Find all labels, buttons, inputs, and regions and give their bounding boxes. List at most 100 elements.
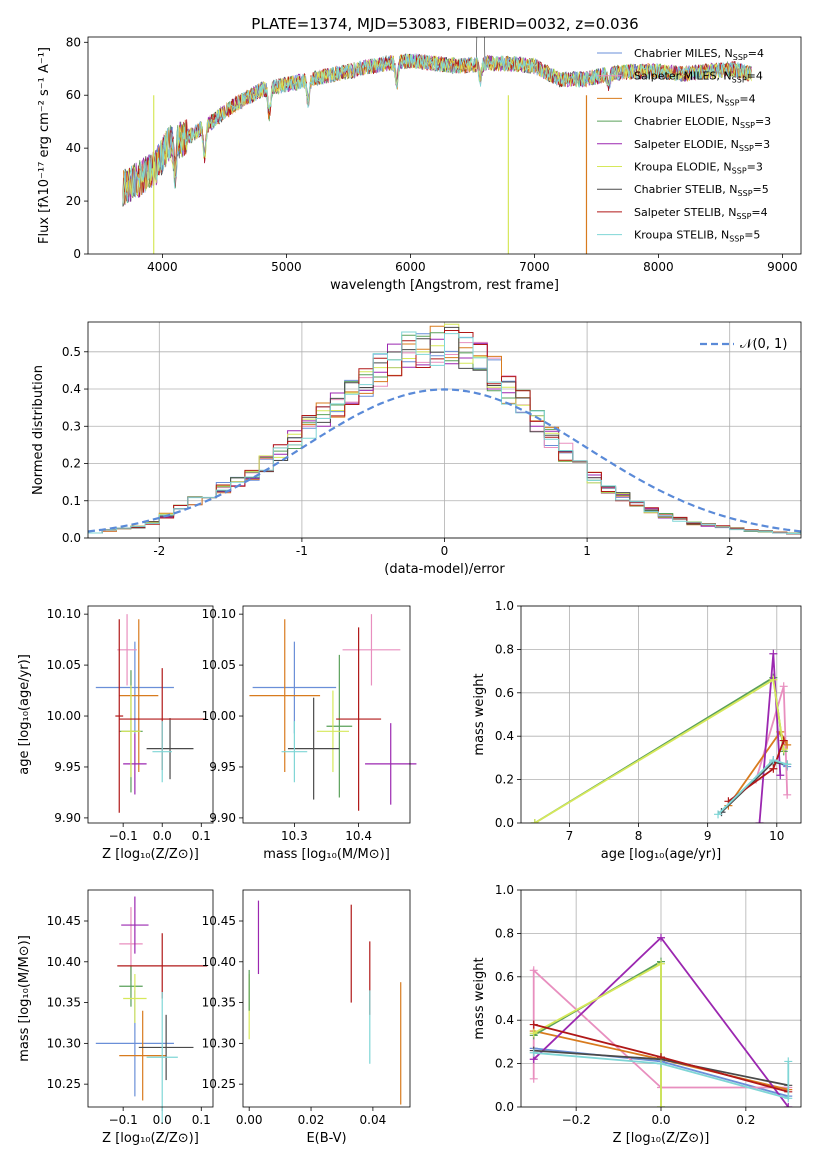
errorbar-point [365, 723, 417, 805]
weight-marker [776, 771, 785, 780]
y-tick-label: 0.4 [62, 382, 81, 396]
x-tick-label: 0.00 [236, 1113, 263, 1127]
weight-marker [784, 1094, 793, 1103]
y-tick-label: 10.35 [47, 996, 81, 1010]
y-tick-label: 9.95 [54, 760, 81, 774]
weight-marker [783, 760, 792, 769]
errorbar-point [123, 974, 147, 1023]
errorbar-point [115, 619, 124, 813]
x-axis-label: mass [log₁₀(M/M⊙)] [263, 847, 390, 862]
x-tick-label: 10.3 [281, 829, 308, 843]
axes-frame [520, 605, 802, 824]
x-tick-label: 0.0 [153, 829, 172, 843]
y-tick-label: 10.10 [47, 607, 81, 621]
y-tick-label: 40 [66, 141, 81, 155]
normal-curve-legend-label: 𝒩(0, 1) [740, 337, 787, 352]
errorbar-point [138, 1014, 194, 1081]
weight-marker [657, 933, 665, 942]
y-tick-label: 1.0 [495, 599, 514, 613]
weight-marker [529, 966, 538, 975]
legend-entry: Salpeter STELIB, NSSP=4 [634, 206, 768, 221]
spectrum-series-line [122, 53, 752, 207]
y-tick-label: 0.8 [495, 642, 514, 656]
weight-marker [657, 1059, 665, 1068]
legend-entry: Kroupa ELODIE, NSSP=3 [634, 161, 763, 176]
y-tick-label: 10.25 [47, 1077, 81, 1091]
errorbar-point [95, 641, 174, 734]
y-tick-label: 20 [66, 194, 81, 208]
x-axis-label: Z [log₁₀(Z/Z⊙)] [613, 1131, 710, 1146]
axes-frame [242, 605, 411, 824]
y-tick-label: 0 [73, 247, 81, 261]
y-tick-label: 10.05 [202, 658, 236, 672]
x-axis-label: (data-model)/error [384, 562, 505, 577]
weight-marker [783, 790, 792, 799]
weight-marker [783, 740, 792, 749]
weight-marker [529, 1020, 538, 1029]
x-tick-label: 0.02 [298, 1113, 325, 1127]
legend-entry: Salpeter ELODIE, NSSP=3 [634, 138, 770, 153]
x-tick-label: 0.0 [651, 1113, 670, 1127]
x-tick-label: 9000 [767, 260, 798, 274]
errorbar-point [287, 697, 340, 800]
x-tick-label: 10.4 [345, 829, 372, 843]
weight-vs-age-panel: 7 8 9 10 0.0 0.2 0.4 0.6 0.8 1.0 age [log₁₀(age/yr… [472, 599, 802, 862]
y-tick-label: 0.6 [495, 686, 514, 700]
y-axis-label: mass weight [472, 957, 487, 1039]
x-tick-label: 0.2 [736, 1113, 755, 1127]
x-tick-label: 7 [566, 829, 574, 843]
x-tick-label: 8 [635, 829, 643, 843]
weight-series-line [727, 740, 785, 803]
axes-frame [87, 36, 802, 255]
x-axis-label: E(B-V) [306, 1131, 346, 1146]
y-axis-label: mass weight [472, 673, 487, 755]
weight-series [714, 756, 792, 819]
x-tick-label: 0.04 [360, 1113, 387, 1127]
weight-marker [769, 675, 778, 684]
errorbar-point [119, 1010, 167, 1101]
weight-series [529, 933, 793, 1107]
weight-marker [529, 1048, 538, 1057]
x-axis-label: wavelength [Angstrom, rest frame] [330, 278, 559, 293]
y-tick-label: 10.00 [47, 709, 81, 723]
weight-series-line [533, 1051, 790, 1100]
weight-marker [769, 649, 778, 658]
weight-series [755, 649, 785, 823]
x-axis-label: Z [log₁₀(Z/Z⊙)] [102, 847, 199, 862]
x-tick-label: −0.2 [562, 1113, 591, 1127]
y-axis-label: Normed distribution [31, 365, 46, 495]
y-tick-label: 10.35 [202, 996, 236, 1010]
x-tick-label: 9 [704, 829, 712, 843]
y-tick-label: 60 [66, 88, 81, 102]
errorbar-point [146, 991, 178, 1123]
spectrum-legend: Chabrier MILES, NSSP=4 Salpeter MILES, NS… [597, 47, 771, 244]
y-tick-label: 0.3 [62, 419, 81, 433]
x-axis-label: age [log₁₀(age/yr)] [601, 847, 722, 862]
y-tick-label: 0.4 [495, 729, 514, 743]
weight-series-line [533, 960, 662, 1107]
x-tick-label: 1 [583, 544, 591, 558]
weight-marker [769, 756, 778, 765]
weight-marker [779, 736, 788, 745]
y-tick-label: 0.0 [62, 531, 81, 545]
legend-entry: Salpeter MILES, NSSP=4 [634, 70, 763, 85]
axes-frame [87, 321, 802, 539]
y-tick-label: 10.45 [202, 914, 236, 928]
errorbar-point [121, 685, 141, 778]
figure-title: PLATE=1374, MJD=53083, FIBERID=0032, z=0… [251, 15, 638, 33]
mass-vs-extinction-panel: 0.00 0.02 0.04 10.25 10.30 10.35 10.40 10.45 E(B… [202, 889, 411, 1146]
y-axis-label: age [log₁₀(age/yr)] [17, 654, 32, 775]
x-tick-label: 8000 [643, 260, 674, 274]
errorbar-point [336, 627, 382, 811]
weight-marker [779, 682, 788, 691]
y-tick-label: 10.45 [47, 914, 81, 928]
errorbar-point [342, 614, 401, 686]
age-vs-metallicity-panel: −0.1 0.0 0.1 9.90 9.95 10.00 10.05 10.10 Z [log₁… [17, 605, 214, 862]
y-tick-label: 9.95 [209, 760, 236, 774]
weight-marker [714, 810, 723, 819]
errorbar-point [117, 614, 137, 686]
y-tick-label: 0.0 [495, 816, 514, 830]
weight-series [529, 1048, 793, 1103]
errorbar-point [121, 896, 149, 954]
weight-marker [755, 819, 764, 823]
